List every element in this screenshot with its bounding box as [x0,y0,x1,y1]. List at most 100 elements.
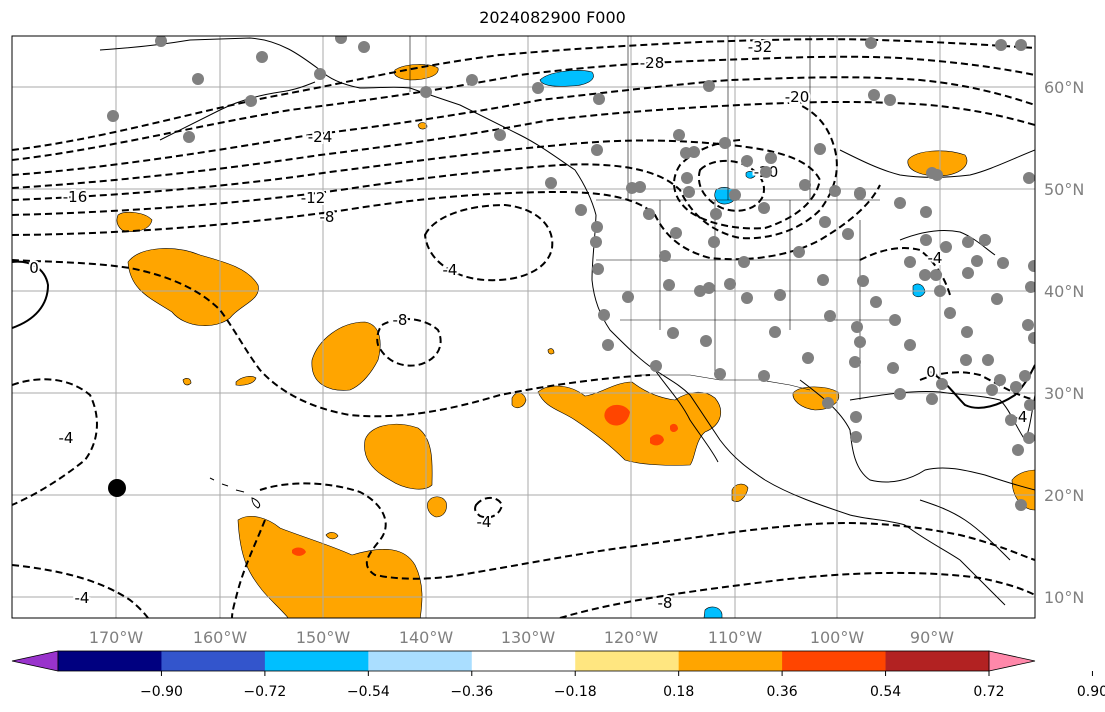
station-marker [591,144,603,156]
colorbar-tick-label: 0.90 [1077,684,1105,700]
station-marker [842,228,854,240]
station-marker [982,354,994,366]
station-marker [466,74,478,86]
lon-tick-label: 100°W [810,628,865,647]
station-marker [694,285,706,297]
lat-tick-label: 20°N [1044,486,1084,505]
station-marker [710,208,722,220]
station-marker [868,89,880,101]
station-marker [714,368,726,380]
contour-label: -8 [320,208,335,226]
station-marker [314,68,326,80]
colorbar-segment [58,651,162,671]
station-marker [960,354,972,366]
lon-tick-label: 90°W [910,628,954,647]
contour-label: -32 [748,38,773,56]
contour-label: -8 [393,311,408,329]
colorbar-segment [782,651,887,671]
station-marker [1023,172,1035,184]
station-marker [683,186,695,198]
station-marker [532,82,544,94]
station-marker [850,411,862,423]
station-marker [575,204,587,216]
station-marker [681,172,693,184]
colorbar-segment [264,651,369,671]
longitude-axis: 170°W 160°W 150°W 140°W 130°W 120°W 110°… [89,628,954,647]
colorbar-tick-label: 0.54 [870,684,901,700]
station-marker [688,146,700,158]
contour-label: 0 [926,363,936,381]
colorbar: −0.90 −0.72 −0.54 −0.36 −0.18 0.18 0.36 0.54 0.7… [11,650,1105,700]
station-markers [107,36,1035,511]
station-marker [799,179,811,191]
station-marker [1015,39,1027,51]
station-marker [420,86,432,98]
station-marker [920,206,932,218]
station-marker [765,152,777,164]
lon-tick-label: 140°W [399,628,454,647]
colorbar-tick-label: −0.54 [347,684,390,700]
station-marker [887,362,899,374]
station-marker [598,309,610,321]
station-marker [602,339,614,351]
station-marker [894,388,906,400]
station-marker [793,246,805,258]
station-marker [545,177,557,189]
colorbar-segment [368,651,473,671]
contour-label: -24 [308,128,333,146]
contour-label: -8 [658,594,673,612]
station-marker [774,289,786,301]
station-marker [865,37,877,49]
lat-tick-label: 40°N [1044,282,1084,301]
station-marker [335,36,347,44]
station-marker [822,397,834,409]
lon-tick-label: 150°W [296,628,351,647]
lon-tick-label: 130°W [501,628,556,647]
lat-tick-label: 30°N [1044,384,1084,403]
station-marker [758,202,770,214]
station-marker [851,321,863,333]
station-marker [991,293,1003,305]
station-marker [961,326,973,338]
map-title: 2024082900 F000 [479,8,626,27]
colorbar-frame [57,650,990,672]
station-marker [962,267,974,279]
station-marker [894,197,906,209]
station-marker [107,110,119,122]
station-marker [741,155,753,167]
station-marker [936,378,948,390]
station-marker [1015,499,1027,511]
lon-tick-label: 120°W [604,628,659,647]
map-frame [11,35,1036,619]
contour-label: -4 [75,589,90,607]
station-marker [708,236,720,248]
contour-label: -20 [785,88,810,106]
station-marker [817,274,829,286]
station-marker [824,310,836,322]
station-marker [1005,414,1017,426]
station-marker [626,182,638,194]
station-marker [802,352,814,364]
station-marker [494,129,506,141]
station-marker [1025,281,1035,293]
highlight-station-marker [108,479,126,497]
station-marker [919,269,931,281]
station-marker [591,221,603,233]
contour-label: -16 [63,188,88,206]
station-marker [741,292,753,304]
colorbar-extend-max [988,650,1036,672]
station-marker [884,94,896,106]
station-marker [962,236,974,248]
colorbar-segment [575,651,680,671]
station-marker [854,336,866,348]
station-marker [1022,319,1034,331]
colorbar-tick-label: 0.18 [663,684,694,700]
station-marker [814,143,826,155]
station-marker [192,73,204,85]
station-marker [703,80,715,92]
contour-label: 0 [29,259,39,277]
station-marker [857,275,869,287]
station-marker [1023,432,1035,444]
contour-label: -4 [443,261,458,279]
station-marker [358,41,370,53]
